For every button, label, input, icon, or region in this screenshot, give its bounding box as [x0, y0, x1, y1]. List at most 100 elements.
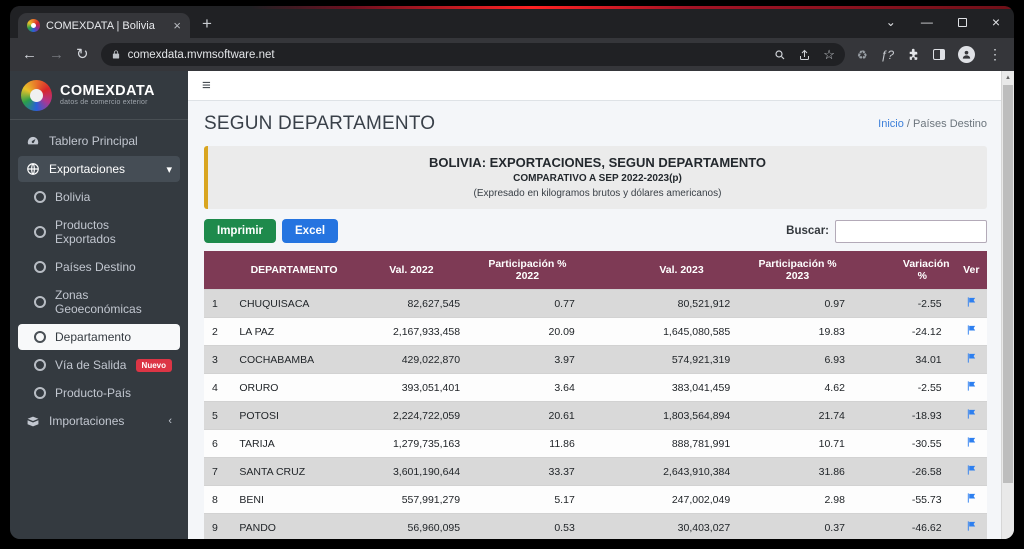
back-button[interactable]: ← — [22, 46, 37, 63]
sidebar: COMEXDATA datos de comercio exterior Tab… — [10, 71, 188, 539]
table-row[interactable]: 9 PANDO 56,960,095 0.53 30,403,027 0.37 … — [204, 513, 987, 539]
col-part-2023[interactable]: Participación % 2023 — [744, 251, 897, 290]
recycle-extension-icon[interactable]: ♻ — [856, 47, 868, 62]
table-row[interactable]: 4 ORURO 393,051,401 3.64 383,041,459 4.6… — [204, 373, 987, 402]
hamburger-menu-icon[interactable]: ≡ — [202, 77, 211, 94]
window-top-accent — [10, 6, 1014, 9]
address-bar[interactable]: comexdata.mvmsoftware.net ☆ — [100, 43, 845, 66]
sidebar-item-departamento[interactable]: Departamento — [18, 324, 180, 350]
side-panel-icon[interactable] — [933, 49, 945, 60]
sidebar-item-label: Producto-País — [55, 386, 132, 400]
row-number: 8 — [204, 485, 232, 514]
box-icon — [27, 416, 39, 426]
site-favicon — [27, 19, 40, 32]
breadcrumb-separator: / — [906, 118, 910, 130]
scrollbar-thumb[interactable] — [1003, 85, 1013, 483]
fn-extension-icon[interactable]: ƒ? — [880, 47, 894, 62]
reload-button[interactable]: ↻ — [76, 46, 89, 63]
ver-cell — [955, 345, 987, 374]
page-title: SEGUN DEPARTAMENTO — [204, 113, 436, 134]
sidebar-item-paises-destino[interactable]: Países Destino — [18, 254, 180, 280]
part-2023-cell: 31.86 — [744, 457, 897, 486]
table-row[interactable]: 7 SANTA CRUZ 3,601,190,644 33.37 2,643,9… — [204, 457, 987, 486]
col-variacion[interactable]: Variación % — [896, 251, 956, 290]
col-index[interactable] — [204, 251, 232, 290]
browser-tab[interactable]: COMEXDATA | Bolivia × — [18, 13, 190, 38]
bookmark-star-icon[interactable]: ☆ — [823, 46, 835, 62]
ver-cell — [955, 485, 987, 514]
tab-close-icon[interactable]: × — [173, 18, 181, 33]
flag-icon[interactable] — [966, 352, 977, 364]
breadcrumb: Inicio / Países Destino — [878, 118, 987, 130]
share-icon[interactable] — [798, 49, 811, 61]
row-number: 2 — [204, 317, 232, 346]
scrollbar-up-arrow[interactable]: ▲ — [1005, 74, 1011, 81]
brand[interactable]: COMEXDATA datos de comercio exterior — [10, 71, 188, 120]
flag-icon[interactable] — [966, 324, 977, 336]
main-area: ≡ SEGUN DEPARTAMENTO Inicio / Países Des… — [188, 71, 1014, 539]
flag-icon[interactable] — [966, 408, 977, 420]
variation-cell: -55.73 — [896, 485, 956, 514]
ver-cell — [955, 317, 987, 346]
flag-icon[interactable] — [966, 492, 977, 504]
sidebar-item-zonas-geoeconomicas[interactable]: Zonas Geoeconómicas — [18, 282, 180, 322]
profile-avatar[interactable] — [958, 46, 975, 63]
table-row[interactable]: 5 POTOSI 2,224,722,059 20.61 1,803,564,8… — [204, 401, 987, 430]
close-button[interactable]: × — [991, 14, 1000, 30]
sidebar-item-exportaciones[interactable]: Exportaciones ▾ — [18, 156, 180, 182]
flag-icon[interactable] — [966, 464, 977, 476]
new-badge: Nuevo — [135, 358, 172, 372]
part-2022-cell: 0.53 — [474, 513, 627, 539]
ver-cell — [955, 429, 987, 458]
circle-icon — [34, 387, 46, 399]
window-menu-icon[interactable]: ⌄ — [885, 15, 896, 29]
col-departamento[interactable]: DEPARTAMENTO — [231, 251, 357, 290]
department-name: SANTA CRUZ — [231, 457, 357, 486]
chevron-left-icon: ‹ — [168, 415, 172, 427]
table-row[interactable]: 2 LA PAZ 2,167,933,458 20.09 1,645,080,5… — [204, 317, 987, 346]
department-name: TARIJA — [231, 429, 357, 458]
sidebar-item-via-de-salida[interactable]: Vía de Salida Nuevo — [18, 352, 180, 378]
zoom-icon[interactable] — [774, 49, 786, 61]
flag-icon[interactable] — [966, 380, 977, 392]
search-input[interactable] — [835, 219, 987, 243]
val-2023-cell: 574,921,319 — [626, 345, 745, 374]
flag-icon[interactable] — [966, 436, 977, 448]
kebab-menu-icon[interactable]: ⋮ — [988, 46, 1002, 62]
sidebar-item-productos-exportados[interactable]: Productos Exportados — [18, 212, 180, 252]
sidebar-item-label: Zonas Geoeconómicas — [55, 288, 142, 316]
print-button[interactable]: Imprimir — [204, 219, 277, 243]
excel-button[interactable]: Excel — [282, 219, 339, 243]
table-row[interactable]: 3 COCHABAMBA 429,022,870 3.97 574,921,31… — [204, 345, 987, 374]
breadcrumb-home-link[interactable]: Inicio — [878, 118, 904, 130]
table-row[interactable]: 8 BENI 557,991,279 5.17 247,002,049 2.98… — [204, 485, 987, 514]
val-2023-cell: 383,041,459 — [626, 373, 745, 402]
sidebar-item-bolivia[interactable]: Bolivia — [18, 184, 180, 210]
flag-icon[interactable] — [966, 296, 977, 308]
search-label: Buscar: — [786, 225, 829, 237]
page-scrollbar[interactable]: ▲ — [1001, 71, 1014, 539]
sidebar-item-producto-pais[interactable]: Producto-País — [18, 380, 180, 406]
col-val-2023[interactable]: Val. 2023 — [626, 251, 745, 290]
extensions-puzzle-icon[interactable] — [907, 48, 920, 61]
sidebar-item-tablero-principal[interactable]: Tablero Principal — [18, 128, 180, 154]
val-2023-cell: 888,781,991 — [626, 429, 745, 458]
row-number: 6 — [204, 429, 232, 458]
forward-button[interactable]: → — [49, 46, 64, 63]
part-2023-cell: 19.83 — [744, 317, 897, 346]
sidebar-item-importaciones[interactable]: Importaciones ‹ — [18, 408, 180, 434]
table-row[interactable]: 6 TARIJA 1,279,735,163 11.86 888,781,991… — [204, 429, 987, 458]
part-2022-cell: 20.09 — [474, 317, 627, 346]
tab-strip: COMEXDATA | Bolivia × + ⌄ — × — [10, 9, 1014, 38]
new-tab-button[interactable]: + — [202, 14, 212, 33]
col-ver[interactable]: Ver — [955, 251, 987, 290]
flag-icon[interactable] — [966, 520, 977, 532]
col-part-2022[interactable]: Participación % 2022 — [474, 251, 627, 290]
col-val-2022[interactable]: Val. 2022 — [356, 251, 475, 290]
val-2023-cell: 1,645,080,585 — [626, 317, 745, 346]
circle-icon — [34, 191, 46, 203]
maximize-button[interactable] — [957, 17, 967, 27]
minimize-button[interactable]: — — [920, 15, 933, 29]
table-row[interactable]: 1 CHUQUISACA 82,627,545 0.77 80,521,912 … — [204, 289, 987, 318]
comexdata-logo-icon — [21, 79, 52, 111]
